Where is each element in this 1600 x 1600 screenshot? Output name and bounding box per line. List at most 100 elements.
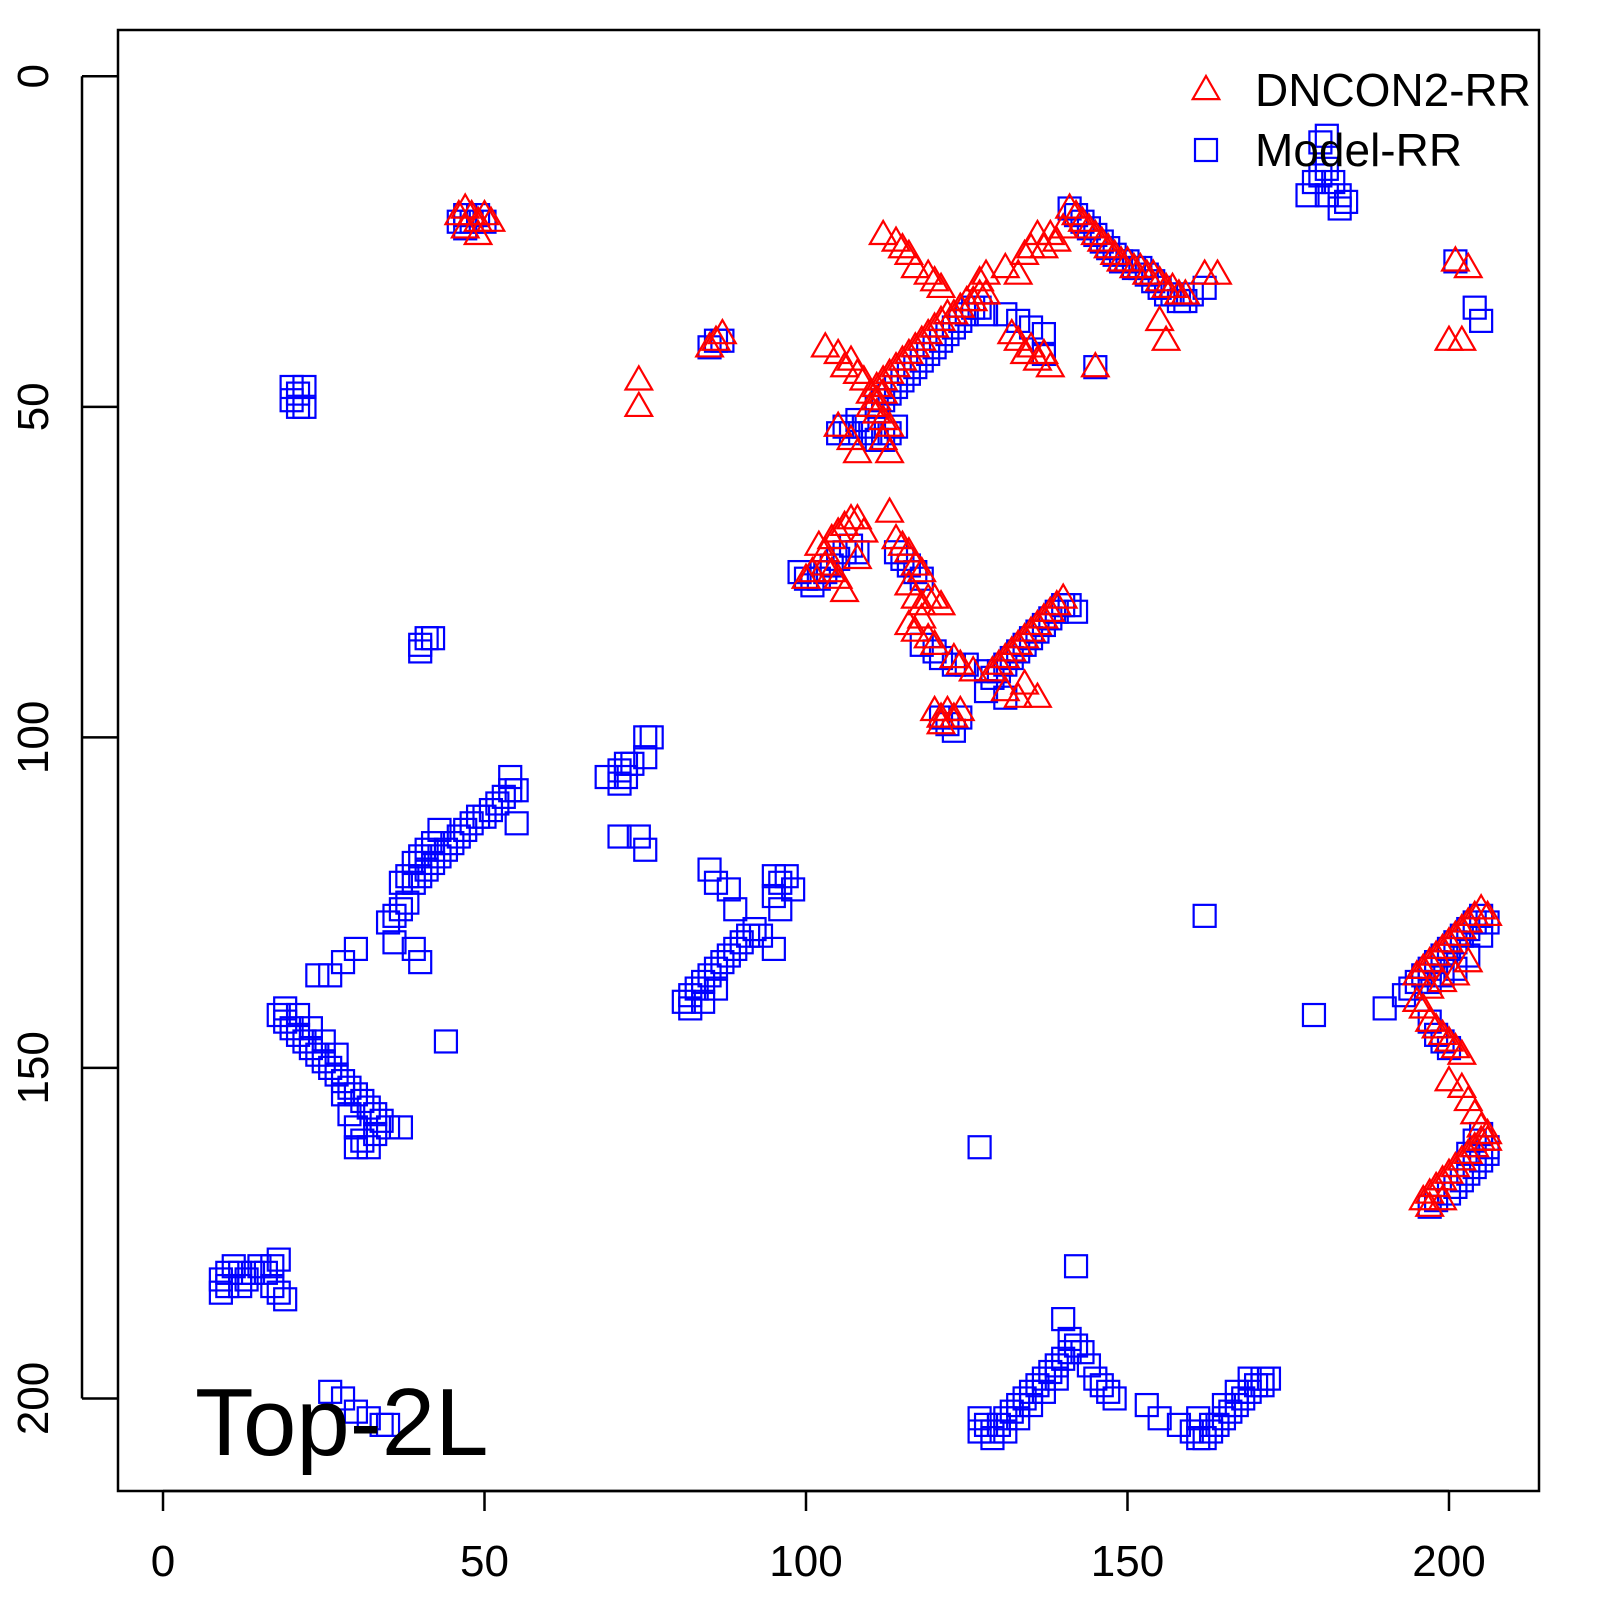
point-square <box>1334 189 1359 214</box>
point-triangle <box>912 317 944 345</box>
point-square <box>350 1088 375 1114</box>
point-square <box>1327 183 1352 208</box>
point-square <box>703 976 729 1001</box>
point-square <box>973 1412 999 1437</box>
point-triangle <box>945 291 976 318</box>
point-triangle <box>790 562 822 589</box>
point-triangle <box>1015 615 1047 642</box>
point-square <box>311 1029 336 1054</box>
point-triangle <box>867 403 899 431</box>
point-triangle <box>700 324 732 351</box>
panel-annotation: Top-2L <box>195 1369 489 1476</box>
point-square <box>305 1042 330 1067</box>
point-triangle <box>957 655 989 682</box>
point-square <box>343 936 369 962</box>
point-triangle <box>1427 932 1458 960</box>
point-square <box>716 943 741 968</box>
point-square <box>1096 1379 1121 1404</box>
point-triangle <box>945 694 976 722</box>
point-triangle <box>990 251 1021 279</box>
point-square <box>388 897 414 922</box>
point-triangle <box>1446 1038 1478 1065</box>
point-triangle <box>887 231 918 259</box>
point-square <box>1051 1307 1076 1332</box>
point-square <box>408 844 433 869</box>
point-square <box>215 1273 240 1299</box>
point-triangle <box>900 251 931 279</box>
point-square <box>1134 1392 1159 1418</box>
y-tick-label: 100 <box>9 701 58 774</box>
point-triangle <box>1022 681 1053 708</box>
point-triangle <box>829 350 860 378</box>
point-square <box>260 1273 285 1299</box>
point-triangle <box>964 265 995 292</box>
point-square <box>330 950 356 975</box>
point-triangle <box>1009 238 1040 265</box>
point-square <box>292 374 317 400</box>
point-square <box>504 811 529 836</box>
point-triangle <box>938 298 970 325</box>
point-square <box>1006 1406 1031 1431</box>
point-square <box>433 1029 459 1054</box>
point-square <box>1308 163 1333 188</box>
point-square <box>382 903 407 928</box>
point-square <box>723 936 748 962</box>
point-triangle <box>919 311 950 338</box>
point-triangle <box>1202 258 1233 285</box>
point-square <box>1469 308 1494 333</box>
point-square <box>1018 315 1044 340</box>
point-triangle <box>938 701 970 728</box>
point-square <box>607 758 632 783</box>
point-triangle <box>919 265 950 292</box>
point-square <box>1070 1340 1095 1365</box>
point-triangle <box>1427 1018 1458 1046</box>
point-square <box>408 864 433 889</box>
point-square <box>1076 1353 1102 1378</box>
point-square <box>1179 1419 1204 1444</box>
point-triangle <box>1002 258 1034 285</box>
point-square <box>395 864 420 889</box>
point-triangle <box>1414 1190 1445 1217</box>
point-triangle <box>983 648 1015 675</box>
point-square <box>388 870 414 895</box>
point-triangle <box>919 582 950 609</box>
point-square <box>1166 1412 1192 1437</box>
point-triangle <box>900 549 931 576</box>
point-triangle <box>1080 218 1111 246</box>
point-square <box>433 837 459 862</box>
point-triangle <box>1446 912 1478 940</box>
point-triangle <box>977 655 1008 682</box>
point-square <box>1237 1379 1262 1404</box>
point-triangle <box>1427 1183 1458 1211</box>
point-square <box>774 864 799 889</box>
point-triangle <box>816 555 847 583</box>
point-triangle <box>867 423 899 451</box>
point-square <box>318 1379 343 1404</box>
point-triangle <box>1041 588 1072 616</box>
point-square <box>1224 1379 1249 1404</box>
point-triangle <box>867 218 899 246</box>
point-square <box>343 1135 369 1160</box>
point-triangle <box>1009 668 1040 695</box>
point-square <box>343 1399 369 1424</box>
point-triangle <box>1092 231 1124 259</box>
point-square <box>1211 1392 1237 1418</box>
point-square <box>993 302 1018 327</box>
point-square <box>639 725 664 750</box>
point-triangle <box>1414 972 1445 999</box>
point-square <box>285 381 311 406</box>
point-square <box>491 784 516 809</box>
point-triangle <box>1446 1144 1478 1171</box>
point-square <box>967 1135 992 1160</box>
point-square <box>1250 1373 1275 1398</box>
point-triangle <box>867 364 899 391</box>
point-square <box>1301 1002 1327 1028</box>
point-square <box>1006 1392 1031 1418</box>
point-triangle <box>861 370 892 398</box>
point-square <box>626 824 651 849</box>
point-square <box>228 1273 253 1299</box>
point-square <box>1192 903 1217 928</box>
point-triangle <box>1047 582 1079 609</box>
point-square <box>221 1254 246 1279</box>
